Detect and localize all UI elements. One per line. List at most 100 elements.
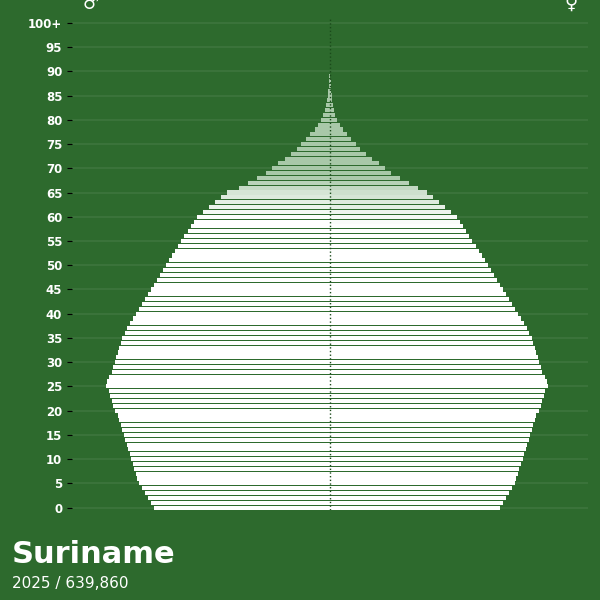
Bar [330,157,373,161]
Bar [278,161,330,166]
Bar [330,132,347,136]
Bar [118,350,330,355]
Bar [330,399,542,403]
Bar [115,409,330,413]
Bar [266,171,330,175]
Bar [330,326,527,330]
Bar [137,476,330,481]
Bar [330,379,547,383]
Bar [330,283,500,287]
Bar [330,316,521,320]
Bar [113,404,330,408]
Bar [325,108,330,112]
Bar [330,423,533,427]
Bar [306,137,330,141]
Bar [197,215,330,219]
Bar [330,452,524,457]
Bar [330,341,533,345]
Bar [330,210,451,214]
Bar [330,103,333,107]
Bar [330,195,433,199]
Bar [330,413,536,418]
Bar [215,200,330,204]
Bar [330,273,494,277]
Bar [169,259,330,262]
Bar [323,113,330,117]
Bar [330,443,527,446]
Bar [272,166,330,170]
Bar [318,122,330,127]
Bar [330,137,351,141]
Bar [329,79,330,83]
Bar [109,389,330,394]
Bar [330,292,506,296]
Bar [330,171,391,175]
Bar [330,220,460,224]
Bar [112,399,330,403]
Bar [330,224,463,229]
Bar [330,336,532,340]
Bar [172,253,330,257]
Bar [110,394,330,398]
Text: Suriname: Suriname [12,540,176,569]
Bar [119,418,330,422]
Bar [330,152,367,156]
Bar [257,176,330,180]
Bar [330,394,544,398]
Bar [330,365,541,369]
Bar [330,437,529,442]
Bar [330,418,535,422]
Bar [330,409,539,413]
Bar [128,448,330,451]
Bar [330,94,332,98]
Bar [330,190,427,194]
Bar [119,346,330,350]
Bar [142,486,330,490]
Bar [330,98,332,103]
Bar [151,500,330,505]
Text: ♀: ♀ [565,0,578,13]
Bar [330,331,529,335]
Bar [330,239,472,243]
Bar [330,472,518,476]
Bar [330,268,491,272]
Bar [330,374,545,379]
Bar [175,248,330,253]
Bar [330,84,331,88]
Bar [330,166,385,170]
Bar [330,263,488,267]
Bar [315,127,330,131]
Text: ♂: ♂ [82,0,98,13]
Bar [145,491,330,495]
Bar [136,311,330,316]
Bar [330,229,466,233]
Bar [139,307,330,311]
Bar [136,472,330,476]
Bar [122,428,330,432]
Bar [139,481,330,485]
Bar [330,346,535,350]
Bar [330,486,512,490]
Bar [330,185,418,190]
Bar [330,462,521,466]
Bar [330,248,479,253]
Bar [163,268,330,272]
Bar [330,108,334,112]
Bar [330,350,536,355]
Bar [330,428,532,432]
Bar [284,157,330,161]
Bar [330,176,400,180]
Bar [330,215,457,219]
Bar [113,365,330,369]
Bar [330,448,526,451]
Bar [121,423,330,427]
Bar [326,103,330,107]
Bar [166,263,330,267]
Bar [130,452,330,457]
Bar [181,239,330,243]
Bar [330,181,409,185]
Bar [154,506,330,509]
Bar [116,355,330,359]
Bar [330,113,335,117]
Bar [330,234,469,238]
